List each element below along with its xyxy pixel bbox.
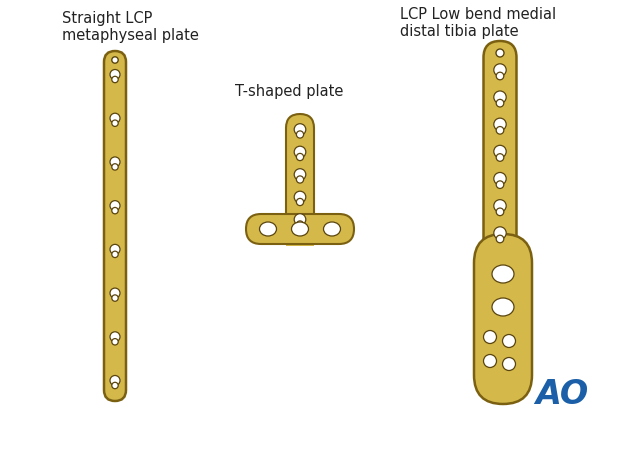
Circle shape (296, 221, 304, 228)
FancyBboxPatch shape (296, 219, 304, 224)
Text: T-shaped plate: T-shaped plate (235, 84, 343, 99)
Circle shape (496, 72, 504, 80)
Text: Straight LCP
metaphyseal plate: Straight LCP metaphyseal plate (62, 11, 199, 44)
Circle shape (496, 99, 504, 107)
Ellipse shape (492, 265, 514, 283)
Circle shape (496, 208, 504, 216)
Circle shape (496, 154, 504, 161)
Circle shape (296, 176, 304, 183)
Circle shape (112, 120, 118, 126)
Circle shape (494, 91, 506, 103)
Circle shape (110, 332, 120, 342)
Circle shape (496, 181, 504, 189)
Text: AO: AO (535, 378, 588, 411)
Circle shape (296, 153, 304, 161)
Circle shape (112, 295, 118, 301)
Circle shape (502, 358, 515, 370)
Circle shape (494, 227, 506, 239)
Bar (286, 240, 314, 246)
Circle shape (294, 191, 306, 203)
Circle shape (484, 354, 497, 368)
Ellipse shape (260, 222, 277, 236)
FancyBboxPatch shape (286, 114, 314, 244)
FancyBboxPatch shape (496, 206, 504, 212)
FancyBboxPatch shape (496, 151, 504, 157)
FancyBboxPatch shape (296, 129, 304, 134)
Circle shape (294, 214, 306, 225)
FancyBboxPatch shape (112, 293, 118, 298)
FancyBboxPatch shape (296, 174, 304, 179)
FancyBboxPatch shape (496, 97, 504, 103)
FancyBboxPatch shape (112, 162, 118, 167)
Circle shape (296, 131, 304, 138)
Circle shape (112, 207, 118, 214)
Text: LCP Low bend medial
distal tibia plate: LCP Low bend medial distal tibia plate (400, 7, 556, 39)
Circle shape (110, 113, 120, 123)
Ellipse shape (492, 298, 514, 316)
Circle shape (496, 49, 504, 57)
Circle shape (494, 146, 506, 158)
Circle shape (496, 127, 504, 134)
FancyBboxPatch shape (112, 249, 118, 254)
Ellipse shape (291, 222, 309, 236)
FancyBboxPatch shape (496, 233, 504, 239)
Circle shape (296, 198, 304, 206)
Circle shape (110, 375, 120, 386)
Circle shape (110, 244, 120, 254)
FancyBboxPatch shape (112, 118, 118, 123)
Circle shape (110, 288, 120, 298)
Circle shape (484, 330, 497, 343)
Circle shape (494, 200, 506, 212)
FancyBboxPatch shape (496, 179, 504, 185)
FancyBboxPatch shape (246, 214, 354, 244)
Ellipse shape (324, 222, 340, 236)
FancyBboxPatch shape (296, 152, 304, 157)
FancyBboxPatch shape (112, 206, 118, 211)
FancyBboxPatch shape (484, 41, 516, 264)
FancyBboxPatch shape (496, 70, 504, 76)
Bar (484, 234, 516, 269)
Circle shape (294, 169, 306, 180)
FancyBboxPatch shape (474, 234, 532, 404)
Circle shape (112, 339, 118, 345)
FancyBboxPatch shape (112, 74, 118, 79)
Circle shape (502, 335, 515, 347)
FancyBboxPatch shape (296, 197, 304, 202)
Circle shape (110, 157, 120, 167)
Circle shape (110, 69, 120, 79)
Circle shape (494, 64, 506, 76)
Circle shape (112, 382, 118, 389)
FancyBboxPatch shape (112, 337, 118, 342)
Circle shape (112, 76, 118, 83)
Circle shape (494, 173, 506, 185)
Circle shape (496, 235, 504, 243)
FancyBboxPatch shape (104, 51, 126, 401)
Circle shape (112, 57, 118, 63)
Circle shape (112, 251, 118, 257)
Circle shape (294, 123, 306, 135)
Circle shape (112, 164, 118, 170)
FancyBboxPatch shape (112, 381, 118, 386)
Circle shape (494, 118, 506, 130)
FancyBboxPatch shape (496, 124, 504, 130)
Circle shape (110, 201, 120, 211)
Circle shape (294, 146, 306, 158)
